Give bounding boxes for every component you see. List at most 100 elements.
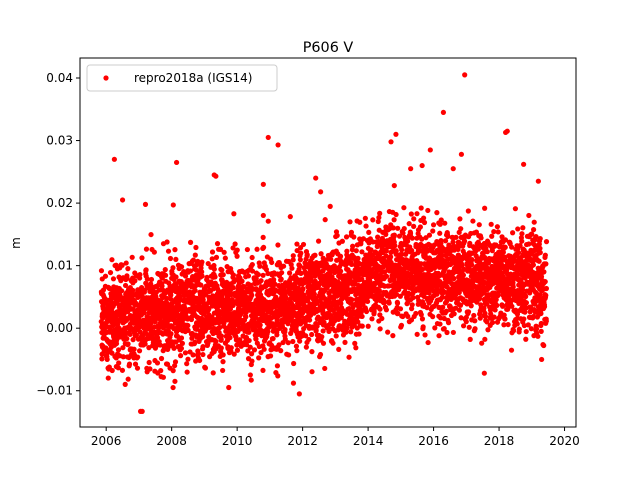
data-point [199,259,205,265]
data-point [430,222,437,228]
data-point [438,238,444,244]
data-point [257,263,263,269]
data-point [393,211,399,218]
data-point [451,275,457,282]
data-point [471,312,477,319]
data-point [326,328,332,335]
data-point [119,197,126,203]
data-point [230,285,236,291]
data-point [489,233,495,239]
data-point [393,131,399,137]
data-point [245,348,251,354]
data-point [501,312,507,318]
data-point [154,360,161,366]
data-point [457,302,464,308]
data-point [202,365,209,371]
data-point [336,346,342,353]
data-point [119,367,126,373]
data-point [195,258,201,264]
data-point [248,377,254,383]
data-point [405,313,411,319]
data-point [419,236,425,242]
data-point [136,348,143,354]
y-tick-label: 0.01 [46,259,73,273]
data-point [318,251,324,257]
data-point [342,339,348,345]
data-point [124,336,130,342]
data-point [362,215,368,221]
data-point [409,247,415,254]
data-point [461,238,468,244]
data-point [450,239,456,245]
data-point [462,72,468,78]
data-point [249,292,255,298]
data-point [421,215,427,221]
data-point [172,247,178,253]
data-point [481,370,487,376]
data-point [125,266,131,272]
data-point [510,328,517,334]
data-point [400,230,406,236]
data-point [214,241,221,247]
data-point [147,366,153,372]
data-point [355,319,361,325]
data-point [466,324,472,330]
data-point [209,256,215,262]
data-point [350,243,356,249]
plot-frame [79,57,577,428]
data-point [319,334,325,340]
data-point [537,235,543,242]
data-point [472,318,478,324]
data-point [268,353,274,359]
data-point [249,351,255,357]
data-point [279,270,285,276]
data-point [437,230,443,236]
data-point [297,263,303,269]
data-point [460,323,467,329]
data-point [119,262,125,268]
data-point [178,353,184,359]
data-point [488,311,494,317]
data-point [132,278,138,284]
data-point [523,336,529,342]
data-point [291,360,297,367]
data-point [185,327,191,333]
data-point [197,357,203,364]
data-point [391,232,397,238]
data-point [234,247,240,253]
data-point [348,329,354,335]
data-point [164,295,170,301]
data-point [253,275,259,282]
data-point [493,297,499,303]
data-point [410,295,416,301]
data-point [392,243,398,249]
data-point [359,313,365,320]
data-point [192,252,198,258]
data-point [541,342,547,349]
data-point [120,345,126,351]
data-point [173,159,180,166]
data-point [394,300,401,306]
data-point [425,339,431,346]
data-point [286,352,292,358]
data-point [313,327,319,334]
data-point [258,349,264,356]
legend-label: repro2018a (IGS14) [134,71,252,85]
data-point [265,218,271,224]
data-point [505,321,511,328]
data-point [485,327,491,333]
data-point [315,238,322,244]
data-point [479,340,485,346]
data-point [220,272,226,278]
data-point [192,339,198,345]
data-point [168,331,174,337]
data-point [187,268,194,274]
data-point [185,322,191,329]
data-point [213,173,219,179]
data-point [482,336,488,342]
data-point [469,262,475,268]
data-point [182,350,189,356]
data-point [504,128,510,134]
data-point [105,375,111,381]
data-point [533,234,539,240]
